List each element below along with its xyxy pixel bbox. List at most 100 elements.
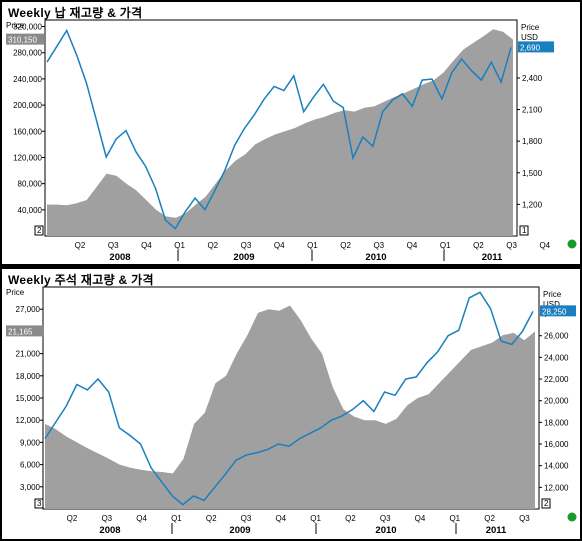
- x-tick-label: Q3: [108, 241, 119, 250]
- right-corner-label: 1: [522, 226, 527, 235]
- status-dot: [567, 239, 577, 249]
- left-tick-label: 160,000: [13, 127, 42, 136]
- x-tick-label: Q3: [101, 514, 112, 523]
- right-axis-unit: USD: [521, 33, 538, 42]
- right-tick-label: 20,000: [544, 397, 569, 406]
- right-corner-box: [519, 225, 529, 236]
- right-tick-label: 2,100: [522, 106, 543, 115]
- x-tick-label: Q2: [206, 514, 217, 523]
- left-current-label: 310,150: [8, 36, 37, 45]
- year-label: 2011: [486, 525, 507, 536]
- x-tick-label: Q2: [67, 514, 78, 523]
- right-tick-label: 1,500: [522, 169, 543, 178]
- tin-chart-panel: Weekly 주석 재고량 & 가격 3,000 6,000 9,000 12,000…: [0, 266, 582, 541]
- x-tick-label: Q1: [310, 514, 321, 523]
- right-tick-label: 22,000: [544, 375, 569, 384]
- lead-chart-title: Weekly 납 재고량 & 가격: [8, 6, 143, 20]
- right-corner-label: 2: [544, 499, 549, 508]
- left-tick-label: 9,000: [20, 438, 41, 447]
- inventory-area: [47, 29, 513, 237]
- x-tick-label: Q3: [241, 241, 252, 250]
- left-tick-label: 27,000: [16, 305, 41, 314]
- x-tick-label: Q3: [241, 514, 252, 523]
- price-line: [44, 291, 534, 506]
- right-current-box: [518, 41, 554, 53]
- x-tick-label: Q1: [440, 241, 451, 250]
- right-current-label: 28,250: [542, 307, 567, 316]
- right-current-box: [540, 305, 576, 317]
- right-axis-unit: USD: [543, 300, 560, 309]
- left-tick-label: 200,000: [13, 101, 42, 110]
- x-tick-label: Q2: [75, 241, 86, 250]
- lead-chart-panel: Weekly 납 재고량 & 가격 40,000 80,000 120,000 160…: [0, 0, 582, 266]
- left-tick-label: 120,000: [13, 153, 42, 162]
- left-current-box: [6, 325, 44, 337]
- x-tick-label: Q1: [174, 241, 185, 250]
- x-tick-label: Q4: [141, 241, 152, 250]
- tin-chart-title: Weekly 주석 재고량 & 가격: [8, 273, 154, 287]
- left-corner-box: [34, 225, 44, 236]
- x-tick-label: Q1: [171, 514, 182, 523]
- left-tick-label: 12,000: [16, 416, 41, 425]
- year-label: 2009: [233, 252, 254, 263]
- x-tick-label: Q4: [407, 241, 418, 250]
- left-corner-label: 2: [37, 226, 42, 235]
- price-line: [46, 28, 512, 230]
- left-current-box: [6, 33, 44, 45]
- year-label: 2008: [109, 252, 130, 263]
- x-tick-label: Q2: [340, 241, 351, 250]
- x-tick-label: Q3: [519, 514, 530, 523]
- left-tick-label: 80,000: [18, 180, 43, 189]
- tin-chart: 3,000 6,000 9,000 12,000 15,000 18,000 21,000 2…: [6, 286, 577, 536]
- right-tick-label: 26,000: [544, 332, 569, 341]
- x-tick-label: Q3: [373, 241, 384, 250]
- right-current-label: 2,690: [520, 43, 541, 52]
- x-tick-label: Q4: [415, 514, 426, 523]
- year-label: 2010: [375, 525, 396, 536]
- left-corner-label: 3: [37, 499, 42, 508]
- left-tick-label: 15,000: [16, 394, 41, 403]
- x-tick-label: Q3: [380, 514, 391, 523]
- x-tick-label: Q2: [207, 241, 218, 250]
- x-tick-label: Q2: [473, 241, 484, 250]
- right-tick-label: 1,800: [522, 137, 543, 146]
- left-corner-box: [34, 498, 44, 509]
- x-tick-label: Q3: [506, 241, 517, 250]
- x-tick-label: Q4: [136, 514, 147, 523]
- year-label: 2008: [99, 525, 120, 536]
- right-tick-label: 16,000: [544, 440, 569, 449]
- right-axis-label: Price: [543, 290, 562, 299]
- right-tick-label: 18,000: [544, 418, 569, 427]
- right-corner-box: [541, 498, 551, 509]
- x-tick-label: Q4: [539, 241, 550, 250]
- right-tick-label: 14,000: [544, 462, 569, 471]
- left-current-label: 21,165: [8, 327, 33, 336]
- left-tick-label: 40,000: [18, 206, 43, 215]
- x-tick-label: Q4: [274, 241, 285, 250]
- year-label: 2009: [229, 525, 250, 536]
- x-tick-label: Q1: [449, 514, 460, 523]
- x-tick-label: Q2: [484, 514, 495, 523]
- left-tick-label: 240,000: [13, 75, 42, 84]
- right-tick-label: 1,200: [522, 200, 543, 209]
- lead-chart: 40,000 80,000 120,000 160,000 200,000 240,000…: [6, 19, 577, 263]
- x-tick-label: Q4: [275, 514, 286, 523]
- right-tick-label: 24,000: [544, 353, 569, 362]
- inventory-area: [45, 305, 535, 509]
- right-tick-label: 2,400: [522, 74, 543, 83]
- left-tick-label: 320,000: [13, 23, 42, 32]
- year-label: 2011: [482, 252, 503, 263]
- x-tick-label: Q2: [345, 514, 356, 523]
- left-axis-label: Price: [6, 21, 25, 30]
- left-tick-label: 3,000: [20, 483, 41, 492]
- left-tick-label: 280,000: [13, 49, 42, 58]
- right-tick-label: 12,000: [544, 483, 569, 492]
- right-axis-label: Price: [521, 23, 540, 32]
- left-tick-label: 18,000: [16, 372, 41, 381]
- left-tick-label: 21,000: [16, 350, 41, 359]
- year-label: 2010: [365, 252, 386, 263]
- status-dot: [567, 512, 577, 522]
- x-tick-label: Q1: [307, 241, 318, 250]
- left-axis-label: Price: [6, 288, 25, 297]
- left-tick-label: 6,000: [20, 461, 41, 470]
